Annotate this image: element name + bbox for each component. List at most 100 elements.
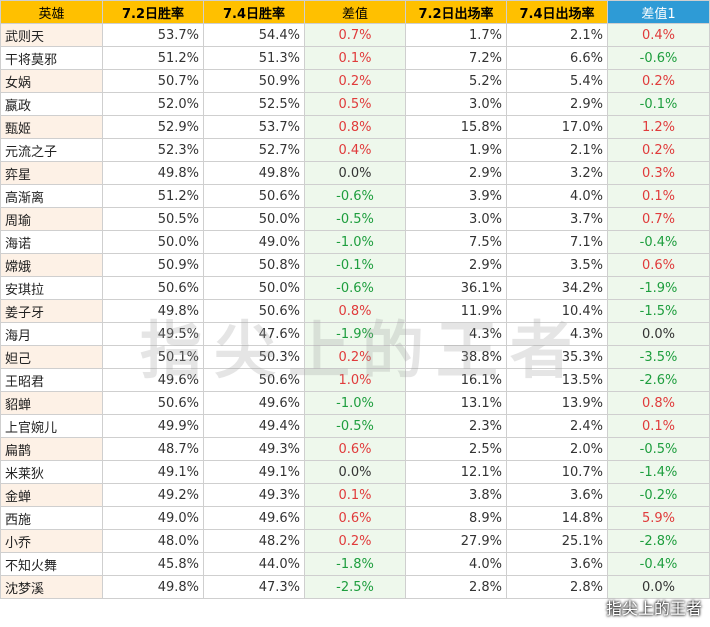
cell-pickrate-diff: -0.4% (607, 230, 710, 254)
header-pickrate-7-2[interactable]: 7.2日出场率 (405, 0, 507, 24)
cell-pickrate-7-2: 13.1% (405, 391, 507, 415)
cell-winrate-7-2: 50.5% (102, 207, 204, 231)
table-row: 妲己 50.1% 50.3% 0.2% 38.8% 35.3% -3.5% (0, 345, 710, 369)
table-row: 女娲 50.7% 50.9% 0.2% 5.2% 5.4% 0.2% (0, 69, 710, 93)
table-row: 上官婉儿 49.9% 49.4% -0.5% 2.3% 2.4% 0.1% (0, 414, 710, 438)
cell-winrate-7-4: 50.8% (203, 253, 305, 277)
cell-pickrate-diff: 0.3% (607, 161, 710, 185)
cell-winrate-7-2: 48.7% (102, 437, 204, 461)
cell-winrate-7-2: 50.6% (102, 391, 204, 415)
table-row: 姜子牙 49.8% 50.6% 0.8% 11.9% 10.4% -1.5% (0, 299, 710, 323)
table-row: 干将莫邪 51.2% 51.3% 0.1% 7.2% 6.6% -0.6% (0, 46, 710, 70)
cell-pickrate-7-4: 3.7% (506, 207, 608, 231)
cell-hero-name: 王昭君 (0, 368, 103, 392)
cell-pickrate-7-4: 13.5% (506, 368, 608, 392)
cell-pickrate-7-4: 5.4% (506, 69, 608, 93)
cell-pickrate-7-2: 4.3% (405, 322, 507, 346)
cell-hero-name: 姜子牙 (0, 299, 103, 323)
cell-pickrate-7-4: 10.7% (506, 460, 608, 484)
cell-pickrate-diff: 0.2% (607, 138, 710, 162)
cell-hero-name: 元流之子 (0, 138, 103, 162)
cell-pickrate-7-2: 3.9% (405, 184, 507, 208)
table-row: 米莱狄 49.1% 49.1% 0.0% 12.1% 10.7% -1.4% (0, 460, 710, 484)
cell-winrate-7-2: 45.8% (102, 552, 204, 576)
cell-winrate-7-4: 49.8% (203, 161, 305, 185)
cell-pickrate-diff: -1.4% (607, 460, 710, 484)
cell-hero-name: 妲己 (0, 345, 103, 369)
cell-winrate-7-2: 48.0% (102, 529, 204, 553)
cell-winrate-7-2: 52.3% (102, 138, 204, 162)
table-row: 貂蝉 50.6% 49.6% -1.0% 13.1% 13.9% 0.8% (0, 391, 710, 415)
cell-pickrate-7-4: 25.1% (506, 529, 608, 553)
cell-winrate-7-2: 53.7% (102, 23, 204, 47)
cell-winrate-7-4: 47.6% (203, 322, 305, 346)
cell-pickrate-7-2: 2.9% (405, 253, 507, 277)
cell-hero-name: 上官婉儿 (0, 414, 103, 438)
cell-pickrate-diff: -2.8% (607, 529, 710, 553)
cell-pickrate-7-2: 8.9% (405, 506, 507, 530)
cell-hero-name: 貂蝉 (0, 391, 103, 415)
cell-pickrate-diff: 0.1% (607, 184, 710, 208)
cell-winrate-diff: 0.2% (304, 345, 406, 369)
table-row: 海诺 50.0% 49.0% -1.0% 7.5% 7.1% -0.4% (0, 230, 710, 254)
cell-winrate-7-4: 54.4% (203, 23, 305, 47)
cell-pickrate-7-2: 7.5% (405, 230, 507, 254)
cell-pickrate-7-4: 10.4% (506, 299, 608, 323)
cell-winrate-7-2: 49.8% (102, 299, 204, 323)
table-row: 周瑜 50.5% 50.0% -0.5% 3.0% 3.7% 0.7% (0, 207, 710, 231)
cell-pickrate-diff: -0.2% (607, 483, 710, 507)
table-row: 武则天 53.7% 54.4% 0.7% 1.7% 2.1% 0.4% (0, 23, 710, 47)
cell-winrate-7-2: 50.6% (102, 276, 204, 300)
table-row: 嬴政 52.0% 52.5% 0.5% 3.0% 2.9% -0.1% (0, 92, 710, 116)
cell-pickrate-diff: 0.7% (607, 207, 710, 231)
cell-hero-name: 沈梦溪 (0, 575, 103, 599)
header-winrate-7-4[interactable]: 7.4日胜率 (203, 0, 305, 24)
table-row: 沈梦溪 49.8% 47.3% -2.5% 2.8% 2.8% 0.0% (0, 575, 710, 599)
cell-winrate-7-4: 52.5% (203, 92, 305, 116)
cell-pickrate-7-4: 3.6% (506, 552, 608, 576)
table-row: 元流之子 52.3% 52.7% 0.4% 1.9% 2.1% 0.2% (0, 138, 710, 162)
cell-pickrate-7-4: 3.6% (506, 483, 608, 507)
cell-winrate-7-4: 53.7% (203, 115, 305, 139)
header-pickrate-7-4[interactable]: 7.4日出场率 (506, 0, 608, 24)
header-row: 英雄 7.2日胜率 7.4日胜率 差值 7.2日出场率 7.4日出场率 差值1 (0, 0, 710, 24)
cell-winrate-diff: 0.1% (304, 46, 406, 70)
header-pickrate-diff[interactable]: 差值1 (607, 0, 710, 24)
header-hero[interactable]: 英雄 (0, 0, 103, 24)
cell-pickrate-7-2: 11.9% (405, 299, 507, 323)
cell-winrate-7-4: 50.6% (203, 368, 305, 392)
cell-winrate-7-4: 50.0% (203, 276, 305, 300)
header-winrate-diff[interactable]: 差值 (304, 0, 406, 24)
cell-pickrate-diff: -0.1% (607, 92, 710, 116)
cell-hero-name: 扁鹊 (0, 437, 103, 461)
table-row: 甄姬 52.9% 53.7% 0.8% 15.8% 17.0% 1.2% (0, 115, 710, 139)
table-row: 王昭君 49.6% 50.6% 1.0% 16.1% 13.5% -2.6% (0, 368, 710, 392)
header-winrate-7-2[interactable]: 7.2日胜率 (102, 0, 204, 24)
table-row: 嫦娥 50.9% 50.8% -0.1% 2.9% 3.5% 0.6% (0, 253, 710, 277)
cell-pickrate-7-2: 1.7% (405, 23, 507, 47)
cell-pickrate-7-2: 3.0% (405, 207, 507, 231)
cell-pickrate-7-4: 7.1% (506, 230, 608, 254)
cell-winrate-7-4: 50.6% (203, 184, 305, 208)
cell-hero-name: 甄姬 (0, 115, 103, 139)
cell-pickrate-7-4: 4.3% (506, 322, 608, 346)
cell-winrate-7-4: 44.0% (203, 552, 305, 576)
cell-winrate-diff: 0.8% (304, 115, 406, 139)
table-row: 扁鹊 48.7% 49.3% 0.6% 2.5% 2.0% -0.5% (0, 437, 710, 461)
cell-winrate-7-2: 50.9% (102, 253, 204, 277)
cell-pickrate-7-2: 15.8% (405, 115, 507, 139)
cell-winrate-7-4: 50.6% (203, 299, 305, 323)
cell-winrate-diff: 0.0% (304, 161, 406, 185)
cell-pickrate-7-4: 2.4% (506, 414, 608, 438)
cell-winrate-7-2: 51.2% (102, 46, 204, 70)
cell-pickrate-7-4: 4.0% (506, 184, 608, 208)
cell-winrate-7-2: 49.0% (102, 506, 204, 530)
cell-winrate-7-2: 49.6% (102, 368, 204, 392)
cell-pickrate-diff: -1.9% (607, 276, 710, 300)
cell-winrate-7-4: 47.3% (203, 575, 305, 599)
cell-pickrate-7-2: 36.1% (405, 276, 507, 300)
cell-winrate-7-4: 51.3% (203, 46, 305, 70)
cell-winrate-7-4: 50.0% (203, 207, 305, 231)
cell-winrate-diff: 0.0% (304, 460, 406, 484)
cell-hero-name: 海月 (0, 322, 103, 346)
